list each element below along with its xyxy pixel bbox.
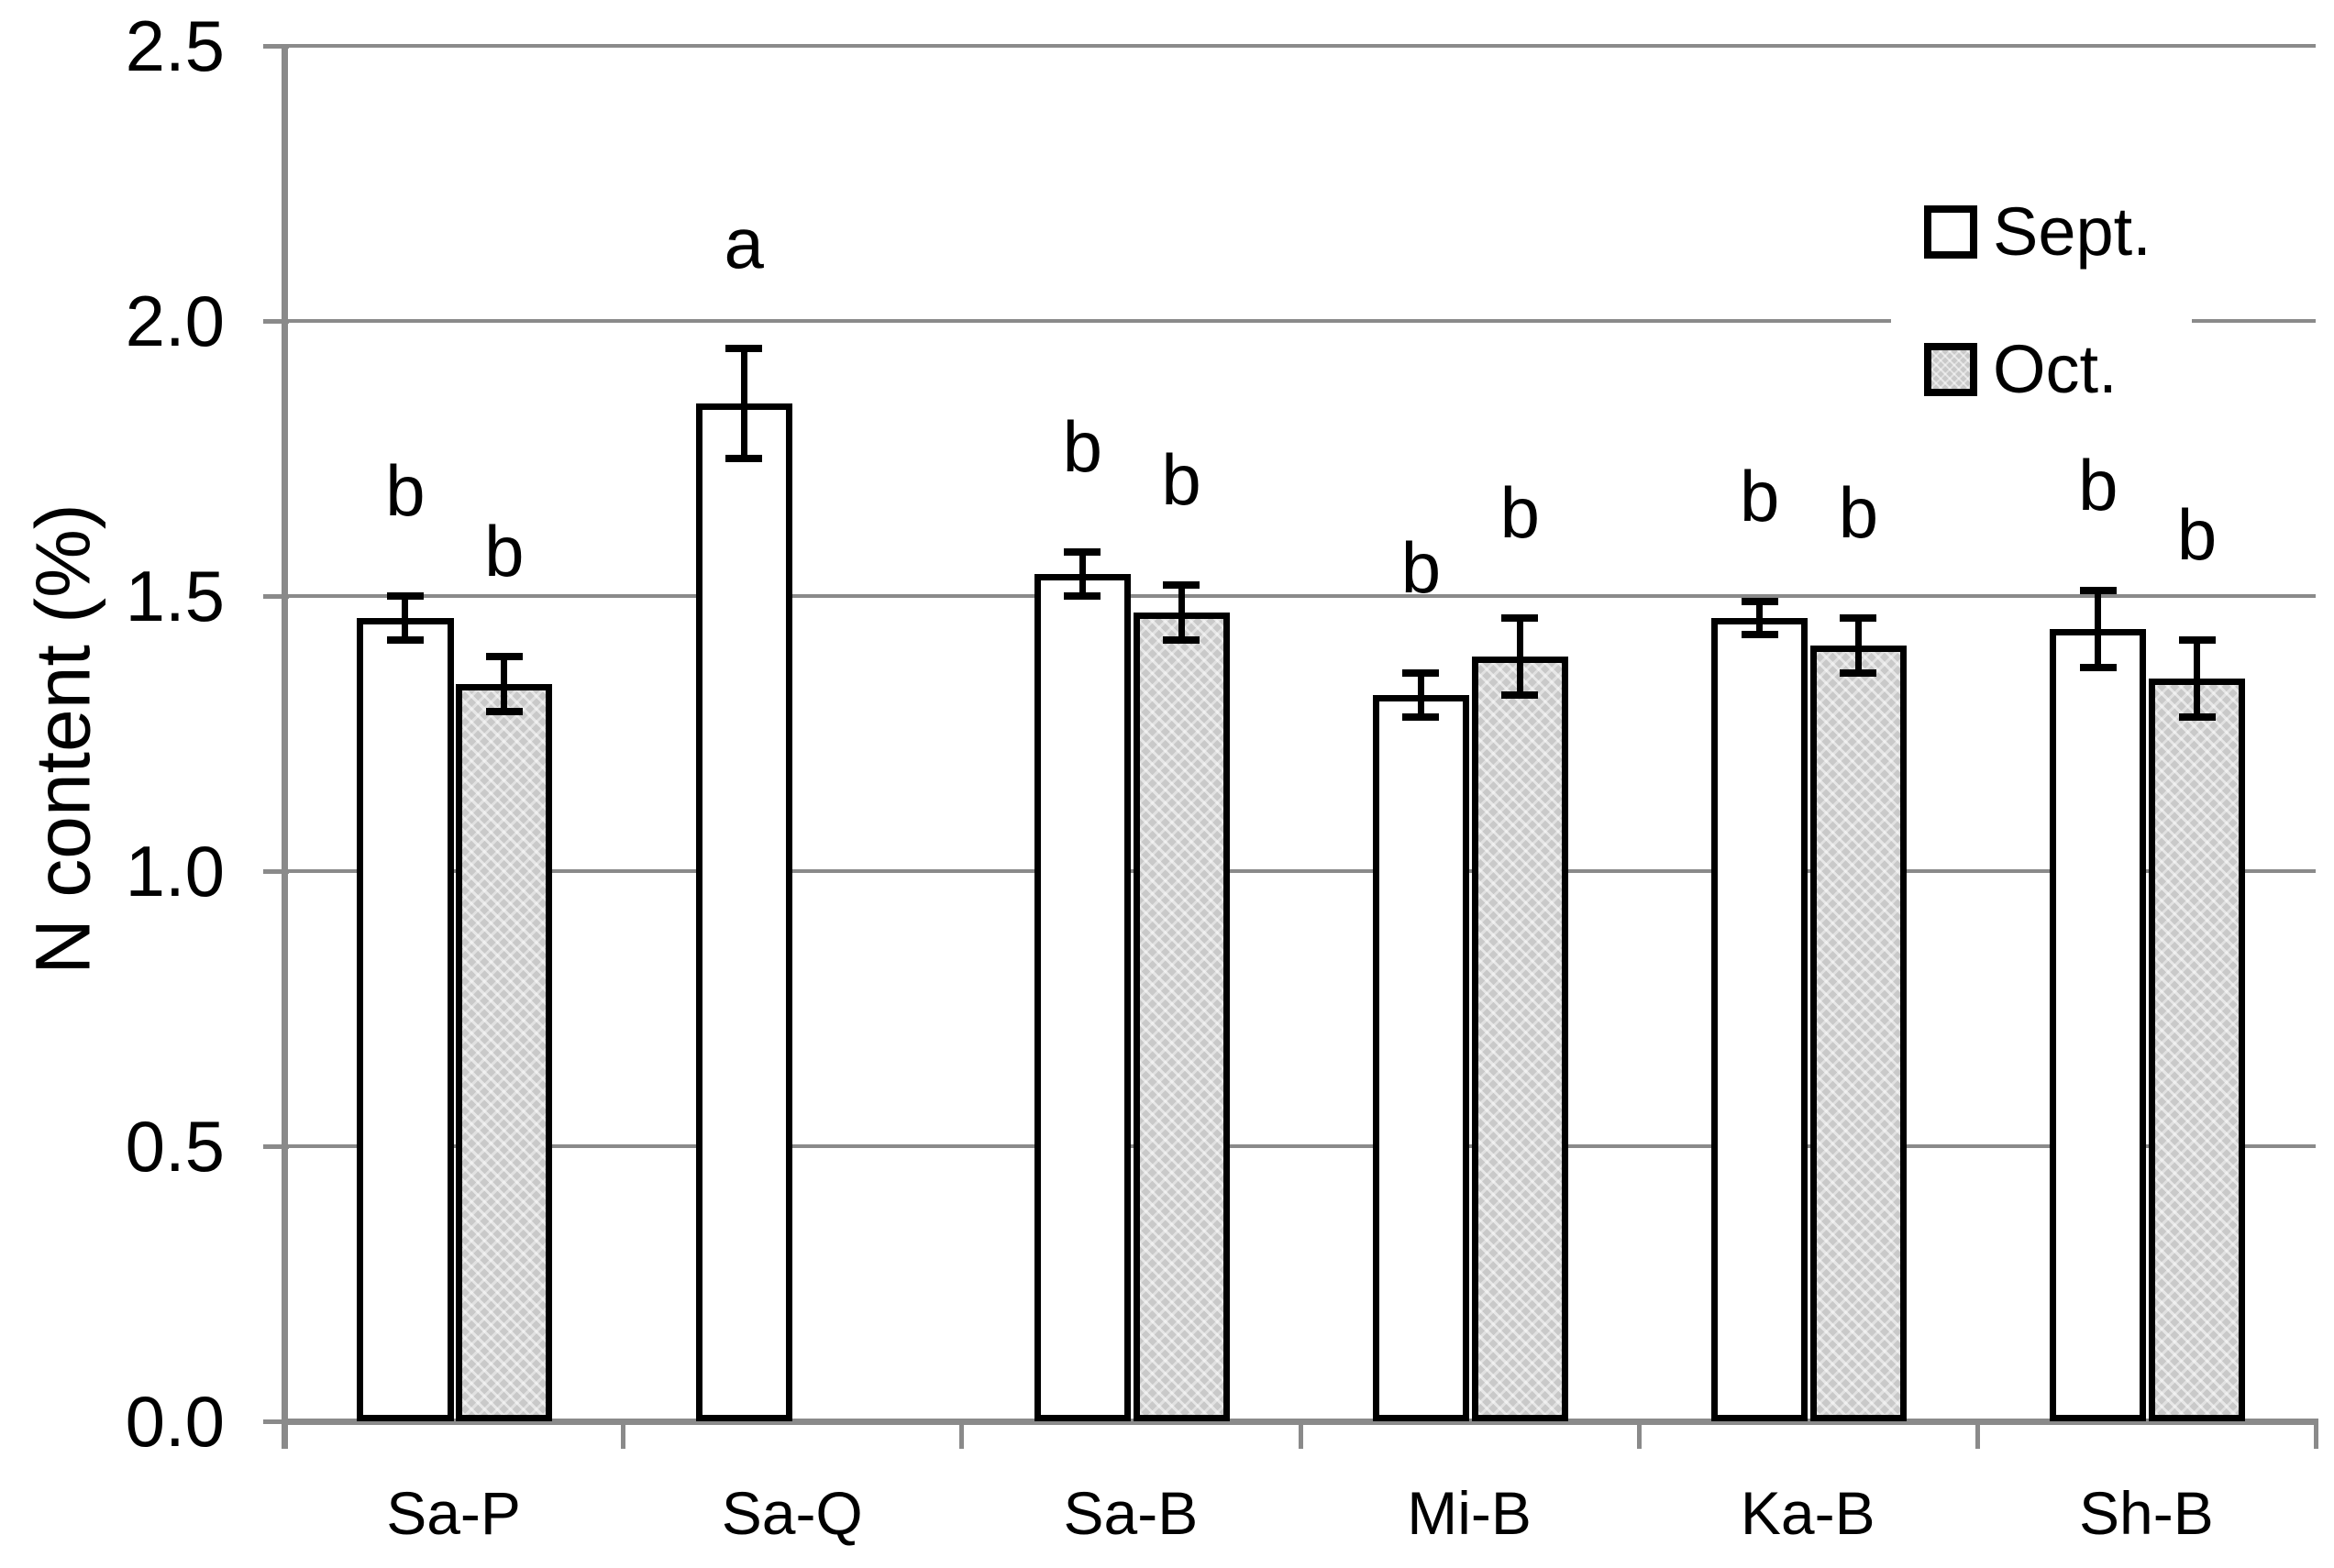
error-bar-sept-ka-b [1756, 602, 1764, 635]
y-axis-tick [263, 869, 289, 874]
error-bar-cap-bottom-sept-sa-q [725, 455, 763, 462]
error-bar-cap-top-oct-sh-b [2178, 636, 2216, 644]
error-bar-cap-bottom-sept-sa-b [1064, 592, 1101, 600]
sig-letter-sept-sa-b: b [1062, 406, 1102, 487]
sig-letter-sept-sh-b: b [2078, 445, 2118, 525]
sig-letter-sept-sa-p: b [385, 450, 426, 531]
sig-letter-sept-ka-b: b [1739, 456, 1780, 536]
legend-label-sept: Sept. [1993, 193, 2151, 270]
error-bar-cap-top-sept-sh-b [2079, 587, 2117, 594]
sig-letter-sept-sa-q: a [724, 203, 764, 283]
bar-sept-sh-b [2050, 629, 2147, 1421]
x-axis-tick [2314, 1421, 2318, 1449]
legend: Sept. Oct. [1891, 179, 2192, 428]
y-axis-line [282, 46, 288, 1449]
y-axis-tick-label: 2.5 [125, 6, 225, 86]
sig-letter-oct-ka-b: b [1838, 472, 1879, 553]
gridline [284, 319, 2316, 323]
error-bar-cap-bottom-oct-ka-b [1840, 669, 1877, 677]
sig-letter-oct-sa-b: b [1161, 439, 1201, 520]
bar-sept-mi-b [1372, 695, 1470, 1421]
x-axis-tick [1974, 1421, 1980, 1449]
error-bar-oct-sa-b [1178, 585, 1185, 640]
y-axis-tick [263, 594, 289, 599]
bar-sept-ka-b [1711, 618, 1809, 1421]
x-axis-category-label-sh-b: Sh-B [2079, 1479, 2214, 1547]
error-bar-cap-bottom-oct-sa-b [1163, 636, 1200, 644]
error-bar-cap-bottom-oct-sh-b [2178, 713, 2216, 721]
bar-sept-sa-b [1034, 574, 1131, 1421]
error-bar-cap-bottom-sept-sh-b [2079, 664, 2117, 671]
error-bar-sept-mi-b [1417, 673, 1424, 717]
error-bar-sept-sa-b [1079, 552, 1086, 596]
error-bar-cap-top-oct-sa-p [485, 653, 523, 660]
x-axis-category-label-mi-b: Mi-B [1407, 1479, 1532, 1547]
bar-oct-ka-b [1809, 646, 1908, 1421]
error-bar-cap-top-sept-sa-q [725, 345, 763, 352]
error-bar-sept-sa-p [402, 596, 409, 640]
bar-oct-sa-p [456, 684, 553, 1421]
gridline [284, 869, 2316, 873]
y-axis-tick [263, 1144, 289, 1149]
legend-label-oct: Oct. [1993, 331, 2118, 407]
error-bar-cap-top-sept-sa-b [1064, 548, 1101, 556]
gridline [284, 1144, 2316, 1148]
gridline [284, 594, 2316, 598]
y-axis-tick-label: 1.0 [125, 831, 225, 911]
x-axis-tick [621, 1421, 626, 1449]
x-axis-tick [1636, 1421, 1642, 1449]
error-bar-oct-mi-b [1516, 618, 1523, 695]
y-axis-tick-label: 0.0 [125, 1381, 225, 1462]
x-axis-category-label-ka-b: Ka-B [1740, 1479, 1875, 1547]
error-bar-sept-sh-b [2095, 591, 2102, 668]
error-bar-cap-top-oct-sa-b [1163, 581, 1200, 589]
error-bar-cap-bottom-oct-mi-b [1501, 691, 1539, 699]
x-axis-tick [1298, 1421, 1303, 1449]
legend-item-sept: Sept. [1924, 193, 2151, 270]
legend-item-oct: Oct. [1924, 331, 2118, 407]
error-bar-cap-top-sept-mi-b [1402, 669, 1440, 677]
error-bar-oct-ka-b [1854, 618, 1862, 673]
gridline [284, 44, 2316, 48]
error-bar-oct-sh-b [2194, 640, 2201, 717]
x-axis-category-label-sa-b: Sa-B [1063, 1479, 1199, 1547]
sig-letter-oct-mi-b: b [1499, 472, 1540, 553]
sig-letter-sept-mi-b: b [1400, 527, 1442, 608]
sig-letter-oct-sa-p: b [484, 511, 525, 591]
y-axis-tick [263, 44, 289, 49]
error-bar-cap-top-oct-mi-b [1501, 614, 1539, 622]
bar-sept-sa-p [357, 618, 454, 1421]
x-axis-category-label-sa-q: Sa-Q [721, 1479, 863, 1547]
error-bar-sept-sa-q [740, 348, 747, 458]
bar-sept-sa-q [695, 403, 792, 1421]
x-axis-tick [282, 1421, 287, 1449]
legend-swatch-oct-icon [1924, 343, 1977, 396]
y-axis-tick-label: 1.5 [125, 556, 225, 636]
error-bar-cap-top-sept-sa-p [386, 592, 424, 600]
y-axis-tick [263, 319, 289, 324]
y-axis-tick-label: 2.0 [125, 281, 225, 361]
error-bar-cap-top-sept-ka-b [1741, 598, 1778, 605]
bar-oct-sh-b [2149, 679, 2246, 1421]
bar-oct-mi-b [1471, 657, 1568, 1421]
error-bar-oct-sa-p [501, 657, 508, 712]
bar-oct-sa-b [1133, 613, 1230, 1421]
y-axis-tick-label: 0.5 [125, 1106, 225, 1187]
x-axis-category-label-sa-p: Sa-P [386, 1479, 521, 1547]
error-bar-cap-bottom-sept-mi-b [1402, 713, 1440, 721]
y-axis-tick [263, 1419, 289, 1424]
sig-letter-oct-sh-b: b [2176, 494, 2218, 575]
error-bar-cap-bottom-oct-sa-p [485, 708, 523, 715]
error-bar-cap-bottom-sept-ka-b [1741, 631, 1778, 638]
legend-swatch-sept-icon [1924, 205, 1977, 259]
error-bar-cap-top-oct-ka-b [1840, 614, 1877, 622]
error-bar-cap-bottom-sept-sa-p [386, 636, 424, 644]
x-axis-tick [959, 1421, 965, 1449]
